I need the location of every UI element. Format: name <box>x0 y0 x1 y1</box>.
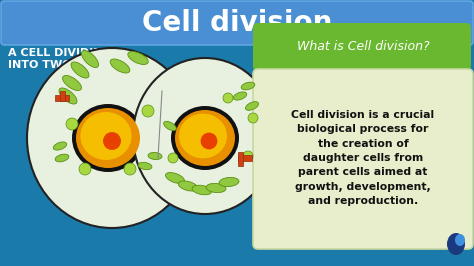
Circle shape <box>124 163 136 175</box>
Ellipse shape <box>128 52 148 64</box>
Text: A CELL DIVIDING
INTO TWO: A CELL DIVIDING INTO TWO <box>8 48 111 70</box>
Circle shape <box>79 163 91 175</box>
Text: Cell division: Cell division <box>142 9 332 37</box>
Circle shape <box>223 93 233 103</box>
Ellipse shape <box>164 121 176 131</box>
Ellipse shape <box>455 234 465 246</box>
Ellipse shape <box>110 59 130 73</box>
Ellipse shape <box>178 181 198 191</box>
Circle shape <box>103 132 121 150</box>
Ellipse shape <box>192 185 212 195</box>
Ellipse shape <box>241 82 255 90</box>
Text: What is Cell division?: What is Cell division? <box>297 39 429 52</box>
Circle shape <box>66 118 78 130</box>
Ellipse shape <box>71 62 89 78</box>
Ellipse shape <box>138 162 152 170</box>
Ellipse shape <box>171 106 239 170</box>
Circle shape <box>168 153 178 163</box>
Ellipse shape <box>148 152 162 160</box>
Ellipse shape <box>82 51 99 68</box>
Ellipse shape <box>175 110 235 166</box>
Text: Cell division is a crucial
biological process for
the creation of
daughter cells: Cell division is a crucial biological pr… <box>292 110 435 206</box>
Ellipse shape <box>179 114 227 158</box>
Ellipse shape <box>59 88 77 104</box>
Bar <box>238 152 243 166</box>
Ellipse shape <box>63 76 82 90</box>
Ellipse shape <box>233 92 246 100</box>
Bar <box>238 155 252 161</box>
Bar <box>55 95 69 101</box>
FancyBboxPatch shape <box>253 23 471 71</box>
Ellipse shape <box>53 142 67 150</box>
Ellipse shape <box>165 173 184 184</box>
Ellipse shape <box>81 112 132 160</box>
Ellipse shape <box>27 48 197 228</box>
Ellipse shape <box>55 154 69 162</box>
Bar <box>60 91 65 101</box>
Circle shape <box>243 151 253 161</box>
Ellipse shape <box>219 177 239 186</box>
FancyBboxPatch shape <box>253 69 473 249</box>
Ellipse shape <box>246 102 258 110</box>
Circle shape <box>201 132 218 149</box>
Ellipse shape <box>72 104 144 172</box>
Circle shape <box>248 113 258 123</box>
Ellipse shape <box>206 184 226 193</box>
Ellipse shape <box>447 233 465 255</box>
FancyBboxPatch shape <box>1 1 473 45</box>
Ellipse shape <box>76 108 140 168</box>
Ellipse shape <box>133 58 277 214</box>
Circle shape <box>142 105 154 117</box>
